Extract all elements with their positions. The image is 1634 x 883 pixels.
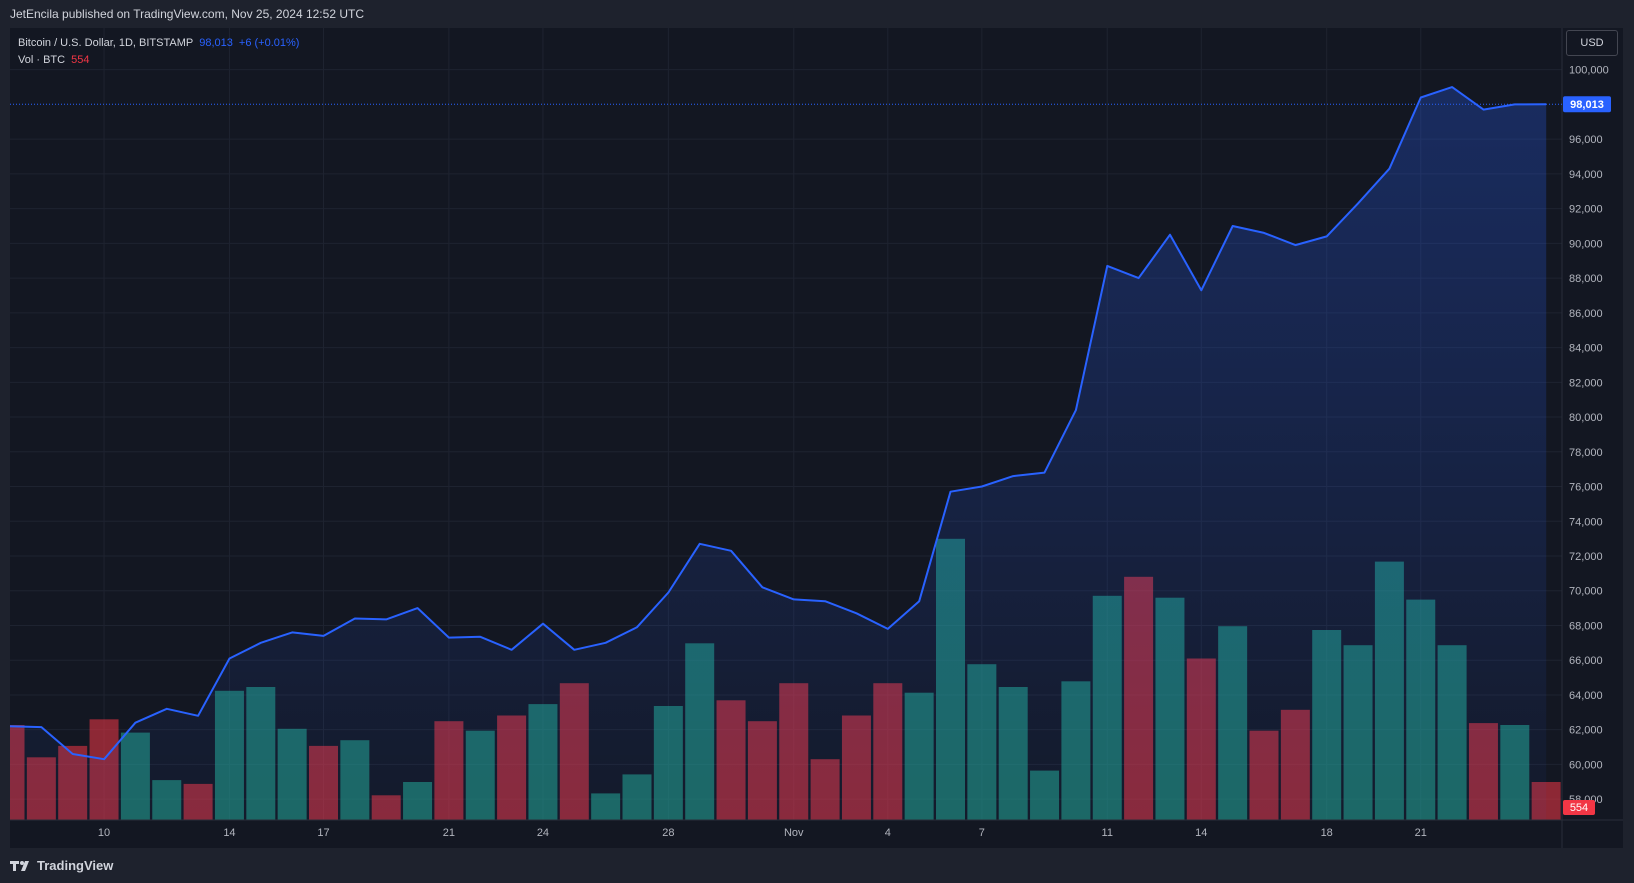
x-tick-label: 17 (317, 827, 329, 839)
y-tick-label: 96,000 (1569, 134, 1603, 146)
x-tick-label: 14 (223, 827, 235, 839)
symbol-name: Bitcoin / U.S. Dollar, 1D, BITSTAMP (18, 37, 194, 49)
x-tick-label: 4 (885, 827, 891, 839)
symbol-row: Bitcoin / U.S. Dollar, 1D, BITSTAMP 98,0… (18, 35, 299, 52)
last-price-tag (1563, 96, 1611, 113)
y-tick-label: 82,000 (1569, 377, 1603, 389)
x-tick-label: 7 (979, 827, 985, 839)
publish-header: JetEncila published on TradingView.com, … (0, 0, 1634, 28)
x-tick-label: 21 (1415, 827, 1427, 839)
x-tick-label: 28 (662, 827, 674, 839)
x-tick-label: 18 (1321, 827, 1333, 839)
y-tick-label: 66,000 (1569, 655, 1603, 667)
y-tick-label: 70,000 (1569, 586, 1603, 598)
price-line (9, 86, 1547, 761)
y-tick-label: 90,000 (1569, 238, 1603, 250)
y-tick-label: 84,000 (1569, 343, 1603, 355)
tradingview-brand: TradingView (37, 858, 114, 873)
y-tick-label: 100,000 (1569, 65, 1609, 77)
y-tick-label: 68,000 (1569, 620, 1603, 632)
x-tick-label: 21 (443, 827, 455, 839)
price-area (9, 86, 1547, 821)
y-tick-label: 92,000 (1569, 204, 1603, 216)
x-tick-label: 11 (1102, 827, 1113, 839)
tradingview-logo[interactable]: TradingView (10, 858, 113, 873)
axes: 100,000 96,000 94,000 92,000 90,000 88,000 86,… (10, 28, 1623, 848)
footer: TradingView (0, 848, 1634, 883)
y-tick-label: 64,000 (1569, 690, 1603, 702)
y-tick-label: 86,000 (1569, 308, 1603, 320)
y-tick-label: 60,000 (1569, 759, 1603, 771)
currency-button[interactable]: USD (1566, 30, 1618, 56)
y-tick-label: 76,000 (1569, 482, 1603, 494)
price-change: +6 (+0.01%) (238, 37, 300, 49)
last-price: 98,013 (199, 37, 233, 49)
x-tick-label: 14 (1195, 827, 1207, 839)
y-tick-label: 94,000 (1569, 169, 1603, 181)
publish-line: JetEncila published on TradingView.com, … (10, 7, 364, 21)
tradingview-logo-icon (10, 860, 29, 871)
y-tick-label: 72,000 (1569, 551, 1603, 563)
y-tick-label: 62,000 (1569, 725, 1603, 737)
volume-tag (1563, 800, 1595, 815)
volume-value: 554 (71, 54, 90, 66)
volume-row: Vol · BTC 554 (18, 52, 299, 69)
price-area-fill (10, 87, 1547, 821)
chart-legend: Bitcoin / U.S. Dollar, 1D, BITSTAMP 98,0… (18, 35, 299, 69)
price-volume-chart[interactable]: 100,000 96,000 94,000 92,000 90,000 88,000 86,… (0, 0, 1634, 848)
y-tick-label: 80,000 (1569, 412, 1603, 424)
volume-tag-text: 554 (1570, 802, 1588, 814)
x-tick-label: 24 (537, 827, 549, 839)
last-price-tag-text: 98,013 (1570, 99, 1604, 111)
y-tick-label: 78,000 (1569, 447, 1603, 459)
y-tick-label: 74,000 (1569, 516, 1603, 528)
x-tick-label: 10 (98, 827, 110, 839)
volume-label: Vol · BTC (18, 54, 66, 66)
x-tick-label: Nov (784, 827, 804, 839)
price-labels: 98,013 554 (10, 96, 1611, 815)
y-tick-label: 88,000 (1569, 273, 1603, 285)
